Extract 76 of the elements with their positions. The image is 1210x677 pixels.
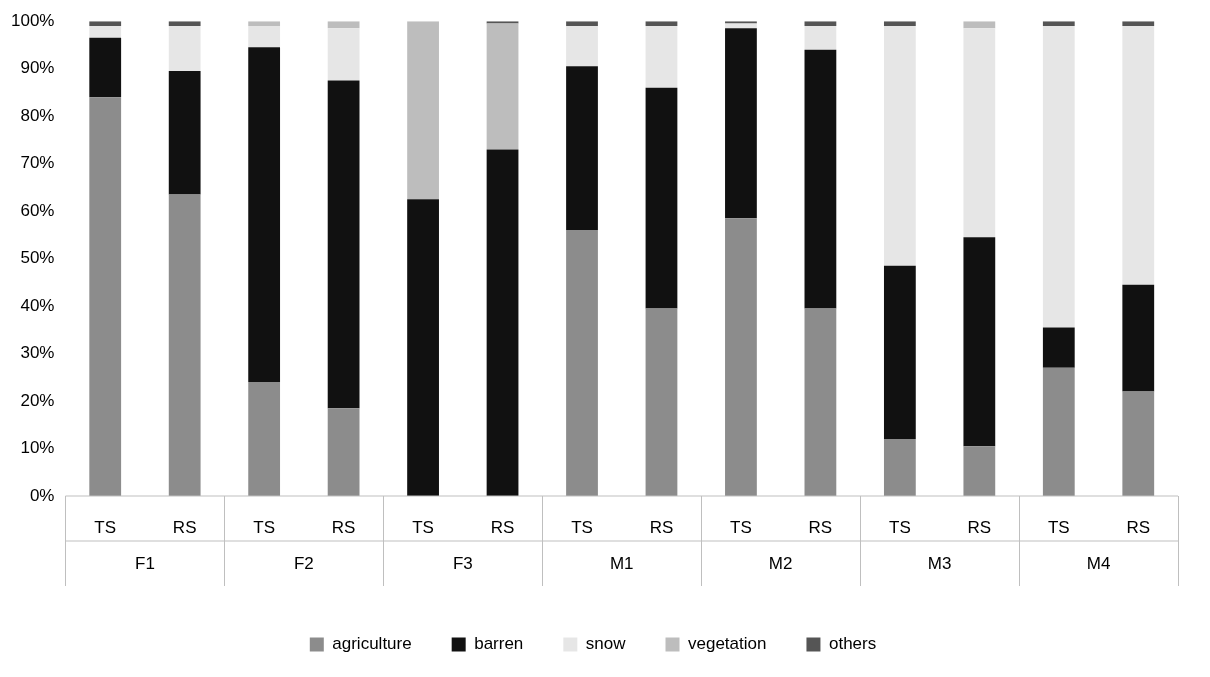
bar [883, 25, 916, 266]
x-tick-label: RS [331, 517, 356, 537]
y-tick-label: 70% [20, 153, 55, 173]
bar [89, 97, 122, 496]
text: F1 [135, 553, 155, 573]
bar [1042, 327, 1075, 368]
bar [725, 28, 757, 219]
x-tick-label: TS [94, 517, 117, 537]
legend-label: others [828, 634, 877, 654]
bar [566, 25, 598, 67]
x-tick-label: RS [967, 517, 992, 537]
bar [327, 408, 360, 496]
bar [963, 237, 996, 447]
bar [1122, 284, 1155, 392]
legend-label: agriculture [332, 634, 412, 654]
bar [963, 446, 996, 496]
bar [645, 87, 678, 309]
bar [168, 25, 201, 72]
bar [725, 218, 757, 496]
bar [804, 25, 837, 50]
text: M1 [609, 553, 634, 573]
bar [327, 28, 360, 81]
bar [486, 23, 519, 150]
y-tick-label: 80% [20, 105, 55, 125]
bar [645, 308, 678, 496]
bar [1122, 25, 1155, 285]
text: F3 [452, 553, 473, 573]
y-tick-label: 0% [29, 485, 55, 505]
x-tick-label: TS [253, 517, 276, 537]
bar [407, 199, 439, 496]
x-tick-label: RS [1126, 517, 1151, 537]
bar [645, 25, 678, 88]
bar [248, 47, 281, 383]
y-tick-label: 90% [20, 58, 55, 78]
y-tick-label: 20% [20, 390, 55, 410]
bar [327, 80, 360, 409]
text: M4 [1086, 553, 1111, 573]
bar [883, 439, 916, 496]
bar [1042, 25, 1075, 328]
legend-label: vegetation [688, 634, 767, 654]
bar [486, 149, 519, 496]
bar [89, 37, 122, 98]
text: M2 [768, 553, 793, 573]
x-tick-label: TS [412, 517, 434, 537]
bar [963, 28, 996, 238]
bar [248, 25, 281, 48]
bar [168, 194, 201, 496]
bar [89, 25, 122, 38]
x-tick-label: RS [649, 517, 674, 537]
x-tick-label: TS [571, 517, 593, 537]
bar [248, 382, 281, 496]
legend-label: snow [585, 634, 627, 654]
x-tick-label: TS [1047, 517, 1070, 537]
bar [804, 49, 837, 309]
x-tick-label: TS [889, 517, 911, 537]
y-tick-label: 100% [11, 10, 55, 30]
y-tick-label: 40% [20, 295, 55, 315]
text: M3 [927, 553, 952, 573]
bar [804, 308, 837, 496]
bar [566, 66, 598, 231]
x-tick-label: TS [730, 517, 752, 537]
y-tick-label: 10% [20, 438, 55, 458]
x-tick-label: RS [490, 517, 515, 537]
y-tick-label: 50% [20, 248, 55, 268]
legend-label: barren [474, 634, 524, 654]
bar [1042, 367, 1075, 496]
y-tick-label: 30% [20, 343, 55, 363]
bar [1122, 391, 1155, 496]
x-tick-label: RS [808, 517, 833, 537]
text: F2 [293, 553, 314, 573]
bar [883, 265, 916, 440]
bar [407, 21, 439, 200]
y-tick-label: 60% [20, 200, 55, 220]
x-tick-label: RS [172, 517, 197, 537]
bar [566, 230, 598, 496]
bar [168, 71, 201, 195]
